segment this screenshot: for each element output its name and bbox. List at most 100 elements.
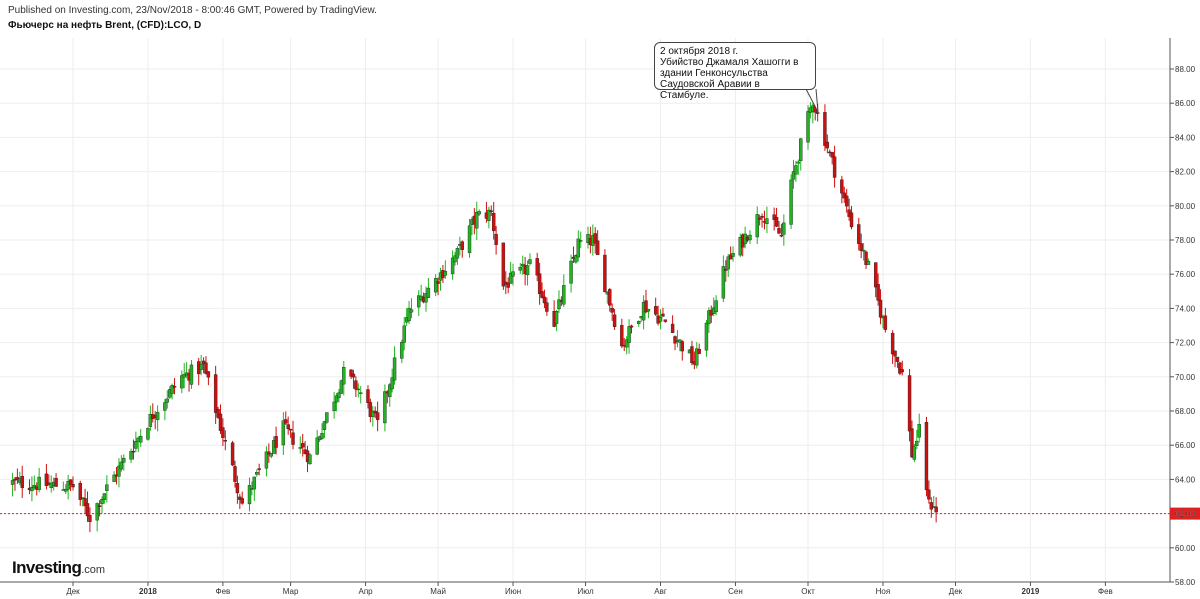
candle-body <box>644 300 648 313</box>
candle-body <box>257 468 261 470</box>
candle-body <box>392 357 397 381</box>
x-tick-label: 2018 <box>139 587 157 596</box>
published-caption: Published on Investing.com, 23/Nov/2018 … <box>8 5 377 16</box>
candle-body <box>697 349 701 354</box>
candle-body <box>898 362 902 374</box>
candle-body <box>252 476 257 490</box>
candle-body <box>610 307 614 313</box>
y-tick-label: 70.00 <box>1175 373 1196 382</box>
x-tick-label: Мар <box>283 587 299 596</box>
y-tick-label: 88.00 <box>1175 65 1196 74</box>
x-tick-label: Окт <box>801 587 815 596</box>
candle-body <box>433 278 438 293</box>
candle-body <box>455 248 460 259</box>
candle-body <box>30 487 34 492</box>
y-tick-label: 60.00 <box>1175 544 1196 553</box>
candle-body <box>864 251 868 265</box>
candle-body <box>288 428 293 431</box>
candle-body <box>390 377 394 390</box>
candle-body <box>528 259 532 264</box>
candle-body <box>134 441 138 449</box>
candle-body <box>629 325 634 328</box>
candle-body <box>286 424 290 430</box>
callout-pointer <box>805 88 819 113</box>
y-tick-label: 62.00 <box>1175 510 1196 519</box>
candle-body <box>417 295 421 308</box>
candle-body <box>54 478 58 487</box>
candle-body <box>475 212 479 229</box>
candle-body <box>876 284 880 301</box>
candle-body <box>359 392 363 394</box>
candle-body <box>695 348 699 366</box>
candle-body <box>172 386 177 388</box>
candle-body <box>934 506 938 513</box>
candle-body <box>806 111 810 143</box>
candle-body <box>755 214 759 238</box>
last-price-line: 62.00 <box>0 507 1200 520</box>
candle-body <box>726 256 730 270</box>
candle-body <box>146 428 150 440</box>
candle-body <box>356 388 360 391</box>
candle-body <box>213 374 218 413</box>
candle-body <box>593 233 597 244</box>
candle-body <box>371 410 375 418</box>
candle-body <box>349 369 353 377</box>
candle-body <box>388 384 392 398</box>
candle-body <box>857 224 861 244</box>
x-tick-label: Дек <box>949 587 963 596</box>
candle-body <box>66 481 70 490</box>
candle-body <box>320 433 324 439</box>
candle-body <box>409 309 414 313</box>
candle-body <box>830 152 834 158</box>
candle-body <box>608 289 612 306</box>
candle-body <box>199 364 203 370</box>
candle-body <box>491 213 496 232</box>
candle-body <box>223 440 228 442</box>
candle-body <box>163 402 167 411</box>
candle-body <box>487 209 491 221</box>
logo-suffix: .com <box>81 564 106 576</box>
candle-body <box>453 255 457 263</box>
grid-lines <box>0 38 1170 583</box>
candle-body <box>436 281 440 284</box>
candle-body <box>878 299 883 318</box>
candle-body <box>32 485 37 489</box>
y-tick-label: 80.00 <box>1175 202 1196 211</box>
candle-body <box>180 375 184 389</box>
last-price-label: 62.00 <box>1175 510 1196 519</box>
candle-body <box>731 253 735 257</box>
candle-body <box>189 364 194 385</box>
candle-body <box>765 218 769 224</box>
candle-body <box>525 265 530 276</box>
candle-body <box>576 238 581 258</box>
candle-body <box>748 234 752 241</box>
candle-body <box>477 211 481 215</box>
candle-body <box>201 360 206 365</box>
candle-body <box>400 341 404 359</box>
candle-body <box>542 296 547 304</box>
y-tick-label: 58.00 <box>1175 578 1196 587</box>
candle-body <box>105 484 109 491</box>
candle-body <box>707 310 711 325</box>
x-tick-label: Сен <box>728 587 743 596</box>
candle-body <box>757 217 762 220</box>
candle-body <box>799 138 803 162</box>
candle-body <box>620 325 624 347</box>
candle-body <box>653 306 658 315</box>
candle-body <box>680 341 684 352</box>
candle-body <box>910 428 914 458</box>
candle-body <box>366 389 370 403</box>
y-tick-label: 76.00 <box>1175 270 1196 279</box>
candle-body <box>407 307 411 322</box>
candle-body <box>284 419 288 424</box>
candle-body <box>866 260 871 265</box>
candle-body <box>443 270 448 276</box>
candle-body <box>927 489 931 500</box>
candle-body <box>334 395 339 403</box>
candle-body <box>83 498 87 507</box>
candle-body <box>95 503 99 521</box>
candle-body <box>235 482 240 494</box>
candle-body <box>373 410 377 414</box>
candle-body <box>924 422 929 491</box>
